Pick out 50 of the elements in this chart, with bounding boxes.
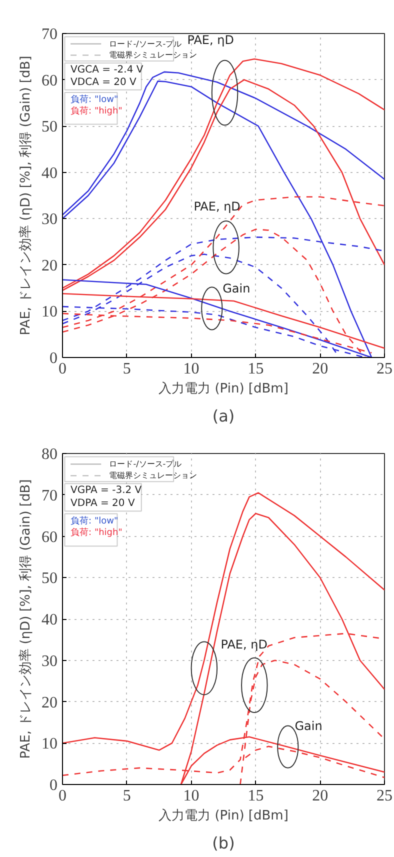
x-axis-title: 入力電力 (Pin) [dBm] <box>158 808 288 824</box>
y-tick-label: 70 <box>42 487 58 504</box>
annotation: 電磁界シミュレーション <box>109 50 198 60</box>
y-tick-label: 40 <box>42 164 58 182</box>
y-tick-label: 50 <box>42 570 58 588</box>
annotation: ロード-/ソース-プル <box>109 39 182 48</box>
annotation: 負荷: "high" <box>70 526 122 538</box>
x-tick-label: 25 <box>376 788 392 804</box>
y-tick-label: 0 <box>50 350 58 367</box>
y-tick-label: 50 <box>42 118 58 136</box>
annotation: 負荷: "low" <box>70 94 118 105</box>
x-tick-label: 25 <box>376 360 392 378</box>
y-tick-label: 40 <box>42 612 58 628</box>
x-tick-label: 5 <box>122 360 131 378</box>
y-axis-title: PAE, ドレイン効率 (ηD) [%], 利得 (Gain) [dB] <box>18 56 34 336</box>
annotation: VGCA = -2.4 V <box>70 64 144 76</box>
text: (b) <box>212 834 235 852</box>
annotation: 負荷: "low" <box>70 515 118 526</box>
annotation: Gain <box>222 281 250 296</box>
annotation: ロード-/ソース-プル <box>109 460 182 469</box>
annotation: VDPA = 20 V <box>70 498 135 509</box>
text: (a) <box>212 406 235 426</box>
y-tick-label: 0 <box>50 777 58 794</box>
x-tick-label: 10 <box>183 788 200 804</box>
x-tick-label: 15 <box>248 360 264 378</box>
annotation: VGPA = -3.2 V <box>70 485 142 496</box>
y-tick-label: 10 <box>42 736 58 753</box>
x-tick-label: 20 <box>312 788 328 804</box>
x-axis-title: 入力電力 (Pin) [dBm] <box>158 382 288 396</box>
annotation: 電磁界シミュレーション <box>109 471 198 480</box>
annotation: PAE, ηD <box>187 32 234 47</box>
annotation: PAE, ηD <box>220 637 268 652</box>
y-tick-label: 60 <box>42 528 58 546</box>
annotation: 負荷: "high" <box>70 105 122 116</box>
x-tick-label: 20 <box>312 360 328 378</box>
x-tick-label: 10 <box>183 360 200 378</box>
y-tick-label: 70 <box>42 26 58 43</box>
x-tick-label: 15 <box>248 788 264 804</box>
annotation: VDCA = 20 V <box>70 76 137 88</box>
y-tick-label: 30 <box>42 211 58 228</box>
annotation: PAE, ηD <box>194 200 240 214</box>
y-tick-label: 80 <box>42 446 58 463</box>
y-tick-label: 20 <box>42 257 58 274</box>
annotation: Gain <box>294 719 322 734</box>
y-tick-label: 30 <box>42 652 58 670</box>
y-tick-label: 20 <box>42 694 58 712</box>
y-tick-label: 10 <box>42 304 58 321</box>
y-tick-label: 60 <box>42 72 58 90</box>
y-axis-title: PAE, ドレイン効率 (ηD) [%], 利得 (Gain) [dB] <box>18 479 34 759</box>
x-tick-label: 5 <box>122 788 131 804</box>
